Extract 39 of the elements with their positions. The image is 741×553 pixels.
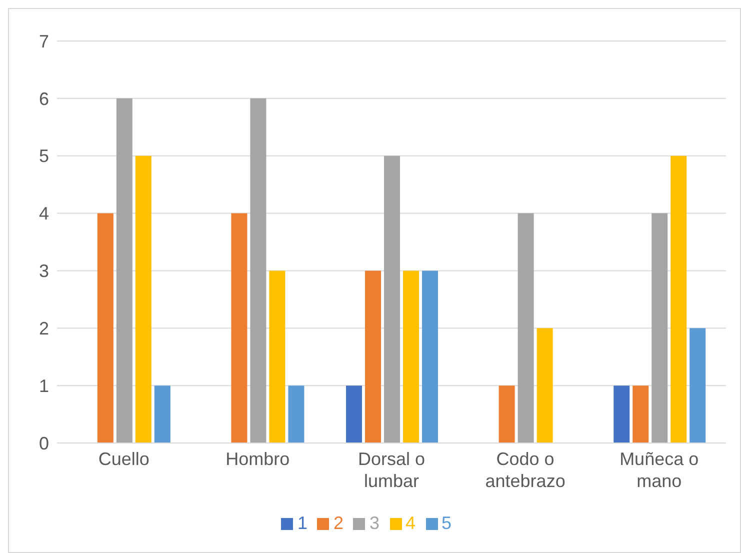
bar [250,98,266,443]
bar [690,328,706,443]
y-tick-label: 5 [38,146,49,166]
legend-label: 3 [369,513,380,533]
x-tick-label: Codo o antebrazo [485,449,566,491]
legend-label: 4 [406,513,416,533]
y-tick-label: 4 [38,204,49,224]
x-tick-label: Muñeca o mano [620,449,699,491]
bar [365,270,382,443]
bar [670,156,687,443]
bar [384,156,400,443]
legend-label: 2 [333,513,344,533]
bar [154,386,170,443]
bar [403,270,420,443]
x-tick-label: Cuello [98,449,150,469]
x-tick-label: Dorsal o lumbar [358,449,426,491]
y-tick-label: 2 [38,318,49,339]
bar [518,213,534,443]
bar [231,213,248,443]
y-tick-label: 1 [38,376,49,396]
y-tick-label: 3 [38,261,49,282]
legend-label: 1 [297,513,308,533]
x-tick-label: Hombro [226,449,290,469]
legend-label: 5 [442,513,452,533]
y-tick-label: 0 [38,433,49,454]
bar [97,213,114,443]
y-tick-label: 7 [38,31,49,52]
bar [632,386,649,443]
bar [498,386,515,443]
bar [536,328,553,443]
bar [288,386,304,443]
bar [116,98,132,443]
bar [422,270,438,443]
bar [346,386,362,443]
bar [652,213,668,443]
bar [269,270,286,443]
bar [135,156,152,443]
bar [614,386,630,443]
y-tick-label: 6 [38,88,49,109]
